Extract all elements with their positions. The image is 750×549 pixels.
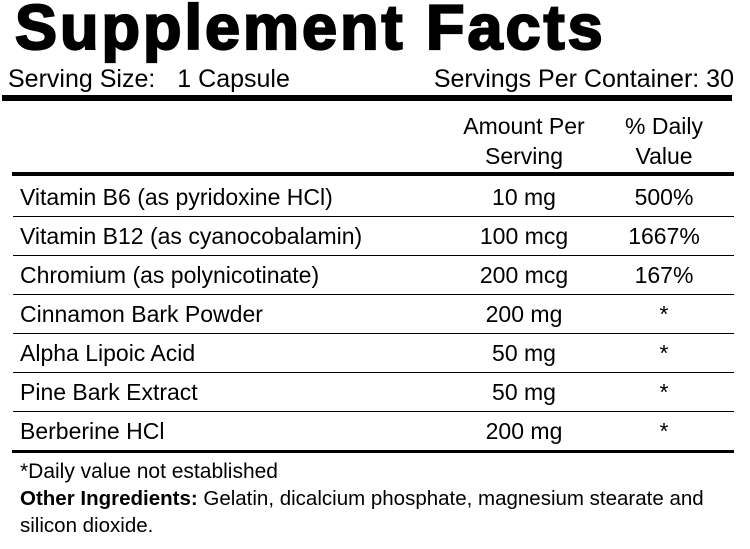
ingredient-name: Cinnamon Bark Powder: [20, 300, 263, 327]
serving-size-value: 1 Capsule: [177, 65, 290, 93]
ingredient-name: Alpha Lipoic Acid: [20, 339, 196, 366]
ingredient-daily-value: 1667%: [628, 222, 700, 249]
servings-per-container: Servings Per Container: 30: [433, 65, 734, 93]
daily-value-footnote: *Daily value not established: [20, 460, 278, 483]
ingredient-daily-value: 500%: [634, 183, 694, 210]
ingredient-name: Berberine HCl: [20, 417, 165, 444]
other-ingredients-text: Gelatin, dicalcium phosphate, magnesium …: [20, 487, 704, 537]
footer-divider-bar: [12, 450, 734, 453]
serving-size: Serving Size: 1 Capsule: [8, 64, 290, 94]
ingredient-name: Vitamin B12 (as cyanocobalamin): [20, 222, 363, 249]
column-header-dv-line2: Value: [635, 143, 693, 169]
ingredient-name: Chromium (as polynicotinate): [20, 261, 320, 288]
ingredient-amount: 50 mg: [492, 339, 556, 366]
table-row: Alpha Lipoic Acid 50 mg *: [13, 334, 734, 373]
column-header-daily-value: % Daily Value: [594, 111, 734, 171]
ingredient-table: Vitamin B6 (as pyridoxine HCl) 10 mg 500…: [13, 178, 734, 450]
ingredient-daily-value: *: [659, 417, 669, 444]
other-ingredients-label: Other Ingredients:: [20, 487, 198, 510]
column-header-dv-line1: % Daily: [625, 113, 703, 139]
ingredient-name: Vitamin B6 (as pyridoxine HCl): [20, 183, 333, 210]
table-row: Vitamin B6 (as pyridoxine HCl) 10 mg 500…: [13, 178, 734, 217]
ingredient-daily-value: *: [659, 300, 669, 327]
ingredient-amount: 50 mg: [492, 378, 556, 405]
column-header-amount-line1: Amount Per: [463, 113, 585, 139]
page-title: Supplement Facts: [14, 0, 606, 64]
ingredient-amount: 200 mg: [485, 300, 563, 327]
header-divider-bar: [12, 172, 734, 176]
table-row: Chromium (as polynicotinate) 200 mcg 167…: [13, 256, 734, 295]
table-row: Pine Bark Extract 50 mg *: [13, 373, 734, 412]
column-header-amount-line2: Serving: [485, 143, 563, 169]
serving-size-label: Serving Size:: [8, 65, 156, 93]
top-divider-bar: [2, 95, 732, 101]
ingredient-daily-value: 167%: [634, 261, 694, 288]
ingredient-amount: 100 mcg: [479, 222, 569, 249]
ingredient-daily-value: *: [659, 378, 669, 405]
ingredient-name: Pine Bark Extract: [20, 378, 198, 405]
ingredient-amount: 10 mg: [492, 183, 556, 210]
ingredient-amount: 200 mcg: [479, 261, 569, 288]
ingredient-daily-value: *: [659, 339, 669, 366]
table-row: Cinnamon Bark Powder 200 mg *: [13, 295, 734, 334]
other-ingredients: Other Ingredients: Gelatin, dicalcium ph…: [20, 486, 732, 539]
column-header-amount-per-serving: Amount Per Serving: [419, 111, 629, 171]
table-row: Vitamin B12 (as cyanocobalamin) 100 mcg …: [13, 217, 734, 256]
serving-info: Serving Size: 1 Capsule Servings Per Cont…: [8, 64, 734, 94]
table-row: Berberine HCl 200 mg *: [13, 412, 734, 450]
ingredient-amount: 200 mg: [485, 417, 563, 444]
